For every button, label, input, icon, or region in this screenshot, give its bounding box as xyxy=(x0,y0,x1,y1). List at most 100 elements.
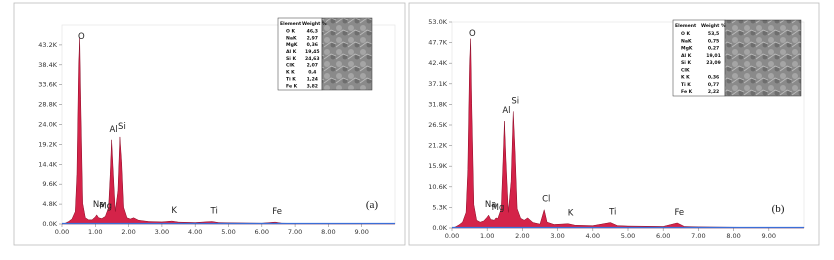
table-cell: K K xyxy=(286,70,295,76)
table-cell: 53,5 xyxy=(708,31,719,37)
table-cell: 46,3 xyxy=(307,28,318,34)
y-tick-label: 47.7K xyxy=(428,39,447,47)
x-tick-label: 8.00 xyxy=(321,228,335,236)
y-tick-label: 37.1K xyxy=(428,80,447,88)
y-tick-label: 38.4K xyxy=(38,61,57,69)
table-cell: O K xyxy=(286,28,296,34)
x-tick-label: 2.00 xyxy=(515,232,529,240)
table-cell: 2,97 xyxy=(307,35,318,41)
x-tick-label: 7.00 xyxy=(288,228,302,236)
table-cell: Ti K xyxy=(681,82,691,88)
peak-label: Na xyxy=(485,200,497,210)
sem-image xyxy=(321,17,373,91)
table-cell: 0,36 xyxy=(307,42,318,48)
peak-label: Al xyxy=(502,106,510,116)
x-tick-label: 7.00 xyxy=(691,232,705,240)
y-tick-label: 19.2K xyxy=(38,140,57,148)
table-cell: O K xyxy=(681,31,691,37)
peak-label: Na xyxy=(93,200,105,210)
table-cell: 0,27 xyxy=(708,46,719,52)
table-cell: ClK xyxy=(286,63,295,69)
y-tick-label: 0.0K xyxy=(432,224,447,232)
table-cell: Si K xyxy=(681,60,691,66)
panel-label: (b) xyxy=(772,203,785,215)
table-cell: MgK xyxy=(286,42,298,48)
y-tick-label: 0.0K xyxy=(42,220,57,228)
x-tick-label: 3.00 xyxy=(550,232,564,240)
table-header: Weight % xyxy=(302,21,327,27)
peak-label: O xyxy=(78,32,85,42)
table-cell: Si K xyxy=(286,56,296,62)
y-tick-label: 14.4K xyxy=(38,160,57,168)
table-cell: K K xyxy=(681,75,690,81)
peak-label: K xyxy=(568,209,574,219)
y-tick-label: 26.5K xyxy=(428,121,447,129)
table-header: Element xyxy=(280,21,302,27)
table-header: Element xyxy=(675,23,697,29)
table-cell: 0,75 xyxy=(708,38,719,44)
y-tick-label: 42.4K xyxy=(428,59,447,67)
y-tick-label: 10.6K xyxy=(428,183,447,191)
spectrum-area xyxy=(451,38,805,229)
sem-image xyxy=(724,19,802,97)
y-tick-label: 4.8K xyxy=(42,200,57,208)
peak-label: Si xyxy=(118,122,126,132)
y-tick-label: 9.6K xyxy=(42,180,57,188)
x-tick-label: 2.00 xyxy=(121,228,135,236)
peak-label: Ti xyxy=(608,208,616,218)
table-cell: NaK xyxy=(681,38,692,44)
table-cell: NaK xyxy=(286,35,297,41)
x-tick-label: 5.00 xyxy=(221,228,235,236)
table-cell: Fe K xyxy=(286,83,298,89)
x-tick-label: 1.00 xyxy=(480,232,494,240)
table-cell: 24,63 xyxy=(305,56,320,62)
table-cell: Fe K xyxy=(681,89,693,95)
peak-label: Fe xyxy=(272,207,282,217)
panel-label: (a) xyxy=(366,199,379,211)
table-cell: 1,24 xyxy=(307,76,318,82)
table-cell: 0,4 xyxy=(308,70,316,76)
table-cell: Ti K xyxy=(286,76,296,82)
y-tick-label: 21.2K xyxy=(428,142,447,150)
peak-label: Si xyxy=(511,96,519,106)
y-tick-label: 15.9K xyxy=(428,162,447,170)
table-cell: MgK xyxy=(681,46,693,52)
table-cell: 19,01 xyxy=(706,53,721,59)
peak-label: Al xyxy=(110,125,118,135)
table-cell: 2,07 xyxy=(307,63,318,69)
table-cell: Al K xyxy=(681,53,692,59)
x-tick-label: 0.00 xyxy=(55,228,69,236)
x-tick-label: 4.00 xyxy=(188,228,202,236)
table-cell: 0,77 xyxy=(708,82,719,88)
x-tick-label: 5.00 xyxy=(621,232,635,240)
inset-table xyxy=(277,17,323,91)
x-tick-label: 9.00 xyxy=(354,228,368,236)
peak-label: O xyxy=(469,29,476,39)
table-cell: 0,36 xyxy=(708,75,719,81)
x-tick-label: 3.00 xyxy=(155,228,169,236)
table-cell: 2,22 xyxy=(708,89,719,95)
peak-label: Mg xyxy=(492,203,505,213)
y-tick-label: 33.6K xyxy=(38,81,57,89)
peak-label: Cl xyxy=(542,195,550,205)
x-tick-label: 6.00 xyxy=(255,228,269,236)
y-tick-label: 43.2K xyxy=(38,41,57,49)
table-header: Weight % xyxy=(701,23,726,29)
x-tick-label: 8.00 xyxy=(726,232,740,240)
table-cell: 3,82 xyxy=(307,83,318,89)
table-cell: Al K xyxy=(286,49,297,55)
peak-label: Mg xyxy=(99,202,112,212)
x-tick-label: 9.00 xyxy=(762,232,776,240)
peak-label: Ti xyxy=(210,207,218,217)
y-tick-label: 24.0K xyxy=(38,121,57,129)
x-tick-label: 1.00 xyxy=(88,228,102,236)
table-cell: 23,09 xyxy=(706,60,721,66)
x-tick-label: 4.00 xyxy=(586,232,600,240)
table-cell: 19,45 xyxy=(305,49,320,55)
y-tick-label: 53.0K xyxy=(428,18,447,26)
y-tick-label: 5.3K xyxy=(432,203,447,211)
y-tick-label: 31.8K xyxy=(428,100,447,108)
peak-label: Fe xyxy=(674,208,684,218)
x-tick-label: 0.00 xyxy=(445,232,459,240)
